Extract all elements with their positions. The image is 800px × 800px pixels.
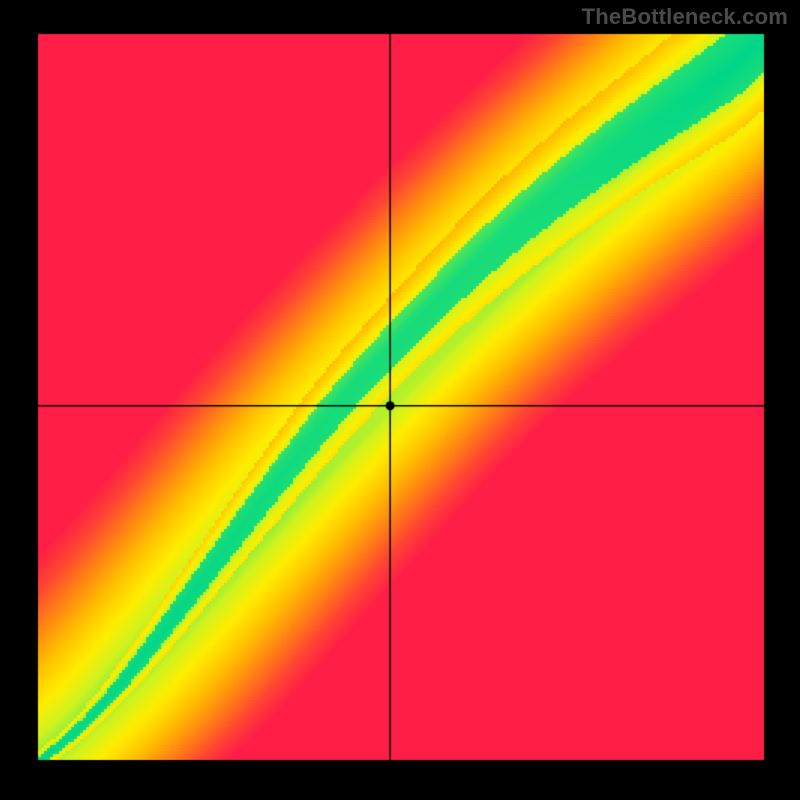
bottleneck-heatmap	[0, 0, 800, 800]
chart-container: TheBottleneck.com	[0, 0, 800, 800]
watermark-text: TheBottleneck.com	[582, 4, 788, 30]
